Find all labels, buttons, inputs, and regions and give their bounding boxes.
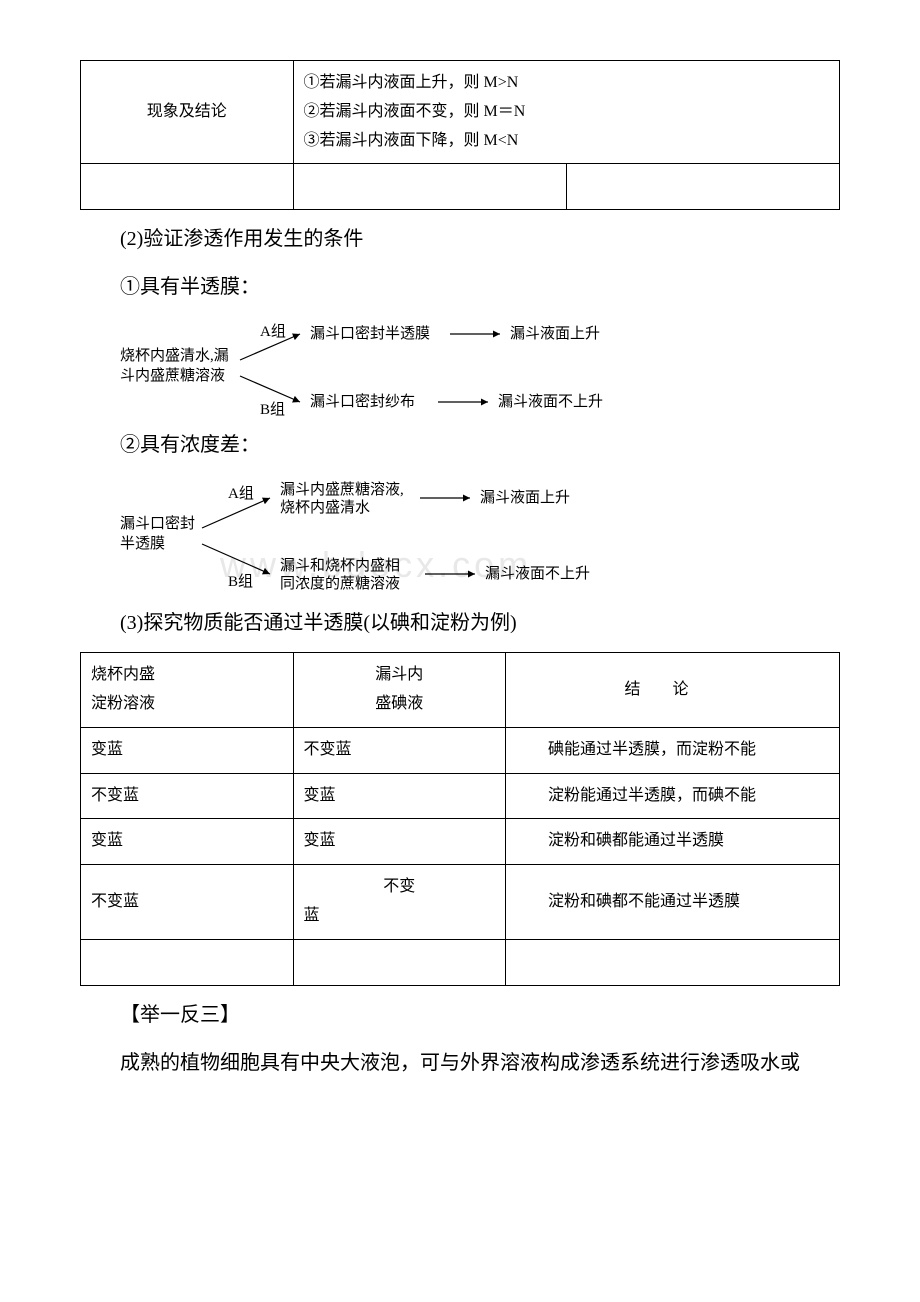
t2-empty-3 <box>506 939 840 985</box>
t2-r3-c2: 变蓝 <box>293 819 506 865</box>
t2-r4-c2-l1: 不变 <box>304 873 496 902</box>
table1-line-2: ②若漏斗内液面不变，则 M＝N <box>304 98 829 127</box>
t2-r2-c3: 淀粉能通过半透膜，而碘不能 <box>506 773 840 819</box>
table-row: 变蓝 变蓝 淀粉和碘都能通过半透膜 <box>81 819 840 865</box>
table1-empty-1 <box>81 164 294 210</box>
d2-a-text1-l1: 漏斗内盛蔗糖溶液, <box>280 481 404 498</box>
d1-b-text1: 漏斗口密封纱布 <box>310 393 415 410</box>
table1-left-label: 现象及结论 <box>147 103 227 120</box>
t2-h-col1-l1: 烧杯内盛 <box>91 661 283 690</box>
t2-r4-c2: 不变 蓝 <box>293 865 506 940</box>
condition1-title: ①具有半透膜： <box>80 268 840 306</box>
t2-r3-c3: 淀粉和碘都能通过半透膜 <box>506 819 840 865</box>
d1-branch-b: B组 <box>260 401 285 416</box>
example-heading: 【举一反三】 <box>80 996 840 1034</box>
d2-root-l1: 漏斗口密封 <box>120 515 195 532</box>
t2-h-col3-label: 结论 <box>625 681 721 698</box>
d2-b-text1-l2: 同浓度的蔗糖溶液 <box>280 575 400 592</box>
t2-r3-c1: 变蓝 <box>81 819 294 865</box>
table1-line-1: ①若漏斗内液面上升，则 M>N <box>304 69 829 98</box>
d2-branch-b: B组 <box>228 573 253 590</box>
d2-b-text2: 漏斗液面不上升 <box>485 565 590 582</box>
t2-h-col2-l2: 盛碘液 <box>304 690 496 719</box>
d2-a-text1-l2: 烧杯内盛清水 <box>280 499 370 516</box>
t2-h-col3: 结论 <box>506 653 840 728</box>
example-text: 成熟的植物细胞具有中央大液泡，可与外界溶液构成渗透系统进行渗透吸水或 <box>80 1044 840 1082</box>
t2-r2-c2: 变蓝 <box>293 773 506 819</box>
d1-root-l2: 斗内盛蔗糖溶液 <box>120 367 225 384</box>
section2-title: (2)验证渗透作用发生的条件 <box>80 220 840 258</box>
table1-left-cell: 现象及结论 <box>81 61 294 164</box>
diagram-concentration-diff: 漏斗口密封 半透膜 A组 B组 漏斗内盛蔗糖溶液, 烧杯内盛清水 漏斗液面上升 … <box>120 474 840 594</box>
t2-r4-c3: 淀粉和碘都不能通过半透膜 <box>506 865 840 940</box>
table-row: 不变蓝 变蓝 淀粉能通过半透膜，而碘不能 <box>81 773 840 819</box>
d2-a-text2: 漏斗液面上升 <box>480 489 570 506</box>
condition2-title: ②具有浓度差： <box>80 426 840 464</box>
d1-root-l1: 烧杯内盛清水,漏 <box>120 347 229 364</box>
t2-h-col1: 烧杯内盛 淀粉溶液 <box>81 653 294 728</box>
table1-empty-2 <box>293 164 566 210</box>
t2-r2-c1: 不变蓝 <box>81 773 294 819</box>
permeability-table: 烧杯内盛 淀粉溶液 漏斗内 盛碘液 结论 变蓝 不变蓝 碘能通过半透膜，而淀粉不… <box>80 652 840 985</box>
table1-empty-3 <box>566 164 839 210</box>
t2-h-col1-l2: 淀粉溶液 <box>91 690 283 719</box>
section3-title: (3)探究物质能否通过半透膜(以碘和淀粉为例) <box>80 604 840 642</box>
t2-empty-2 <box>293 939 506 985</box>
t2-h-col2: 漏斗内 盛碘液 <box>293 653 506 728</box>
diagram-semipermeable-membrane: 烧杯内盛清水,漏 斗内盛蔗糖溶液 A组 B组 漏斗口密封半透膜 漏斗液面上升 漏… <box>120 316 840 416</box>
d2-branch-a: A组 <box>228 485 254 502</box>
d1-a-text1: 漏斗口密封半透膜 <box>310 325 430 342</box>
t2-r4-c2-l2: 蓝 <box>304 902 496 931</box>
table-row: 变蓝 不变蓝 碘能通过半透膜，而淀粉不能 <box>81 727 840 773</box>
t2-r1-c2: 不变蓝 <box>293 727 506 773</box>
d1-b-text2: 漏斗液面不上升 <box>498 393 603 410</box>
table1-right-cell: ①若漏斗内液面上升，则 M>N ②若漏斗内液面不变，则 M＝N ③若漏斗内液面下… <box>293 61 839 164</box>
table1-line-3: ③若漏斗内液面下降，则 M<N <box>304 127 829 156</box>
d2-b-text1-l1: 漏斗和烧杯内盛相 <box>280 557 400 574</box>
d1-branch-a: A组 <box>260 323 286 340</box>
t2-empty-1 <box>81 939 294 985</box>
t2-r4-c1: 不变蓝 <box>81 865 294 940</box>
t2-h-col2-l1: 漏斗内 <box>304 661 496 690</box>
t2-r1-c1: 变蓝 <box>81 727 294 773</box>
t2-r1-c3: 碘能通过半透膜，而淀粉不能 <box>506 727 840 773</box>
d1-a-text2: 漏斗液面上升 <box>510 325 600 342</box>
table-row: 不变蓝 不变 蓝 淀粉和碘都不能通过半透膜 <box>81 865 840 940</box>
conclusion-table: 现象及结论 ①若漏斗内液面上升，则 M>N ②若漏斗内液面不变，则 M＝N ③若… <box>80 60 840 210</box>
d2-root-l2: 半透膜 <box>120 535 165 552</box>
